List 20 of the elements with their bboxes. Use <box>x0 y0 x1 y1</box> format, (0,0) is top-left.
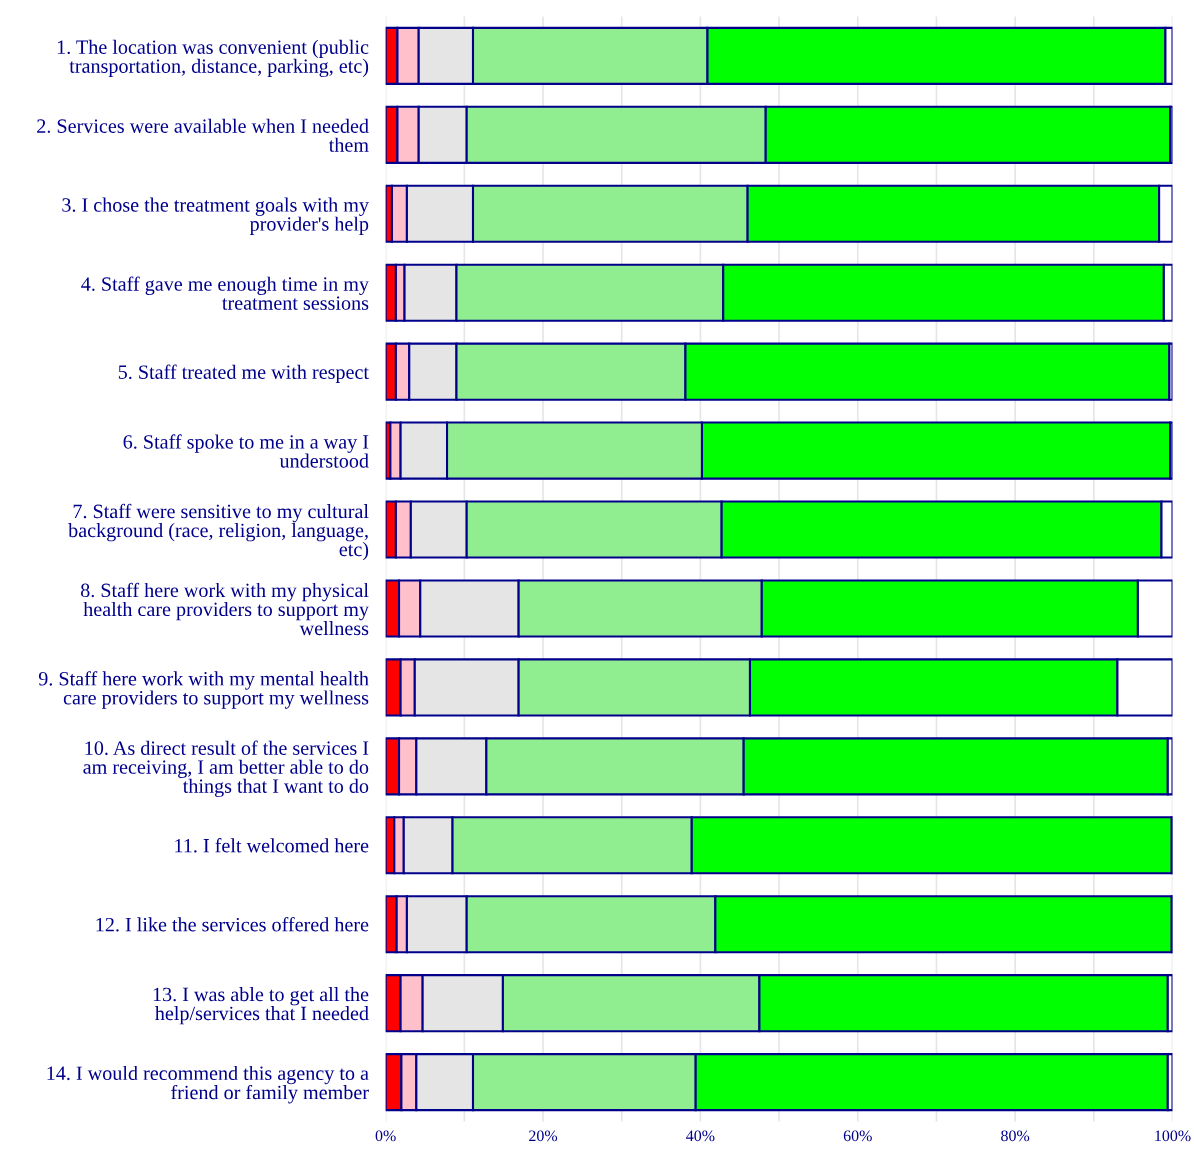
x-tick-label: 60% <box>843 1130 872 1142</box>
y-tick-label: 5. Staff treated me with respect <box>118 364 369 384</box>
y-tick-label: 10. As direct result of the services I am receiving, I am better able to do things that I want to do <box>83 740 369 798</box>
y-tick-label: 12. I like the services offered here <box>96 917 369 932</box>
x-tick-label: 40% <box>686 1130 715 1142</box>
y-tick-label: 14. I would recommend this agency to a friend or family member <box>47 1065 369 1104</box>
x-tick-label: 100% <box>1155 1130 1191 1142</box>
y-tick-label: 2. Services were available when I needed them <box>37 118 369 152</box>
y-tick-label: 4. Staff gave me enough time in my treatment sessions <box>81 276 369 310</box>
y-tick-label: 13. I was able to get all the help/services that I needed <box>153 987 369 1025</box>
y-tick-label: 7. Staff were sensitive to my cultural background (race, religion, language, etc) <box>68 503 369 561</box>
y-tick-label: 11. I felt welcomed here <box>175 838 369 853</box>
x-tick-label: 20% <box>529 1130 558 1142</box>
x-tick-label: 80% <box>1001 1130 1030 1142</box>
y-tick-label: 1. The location was convenient (public transportation, distance, parking, etc) <box>57 39 369 78</box>
y-tick-label: 6. Staff spoke to me in a way I understood <box>123 434 369 468</box>
y-tick-label: 3. I chose the treatment goals with my provider's help <box>62 197 369 235</box>
y-tick-label: 9. Staff here work with my mental health care providers to support my wellness <box>38 671 369 709</box>
y-tick-label: 8. Staff here work with my physical health care providers to support my wellness <box>80 582 369 636</box>
x-tick-label: 0% <box>375 1130 396 1142</box>
